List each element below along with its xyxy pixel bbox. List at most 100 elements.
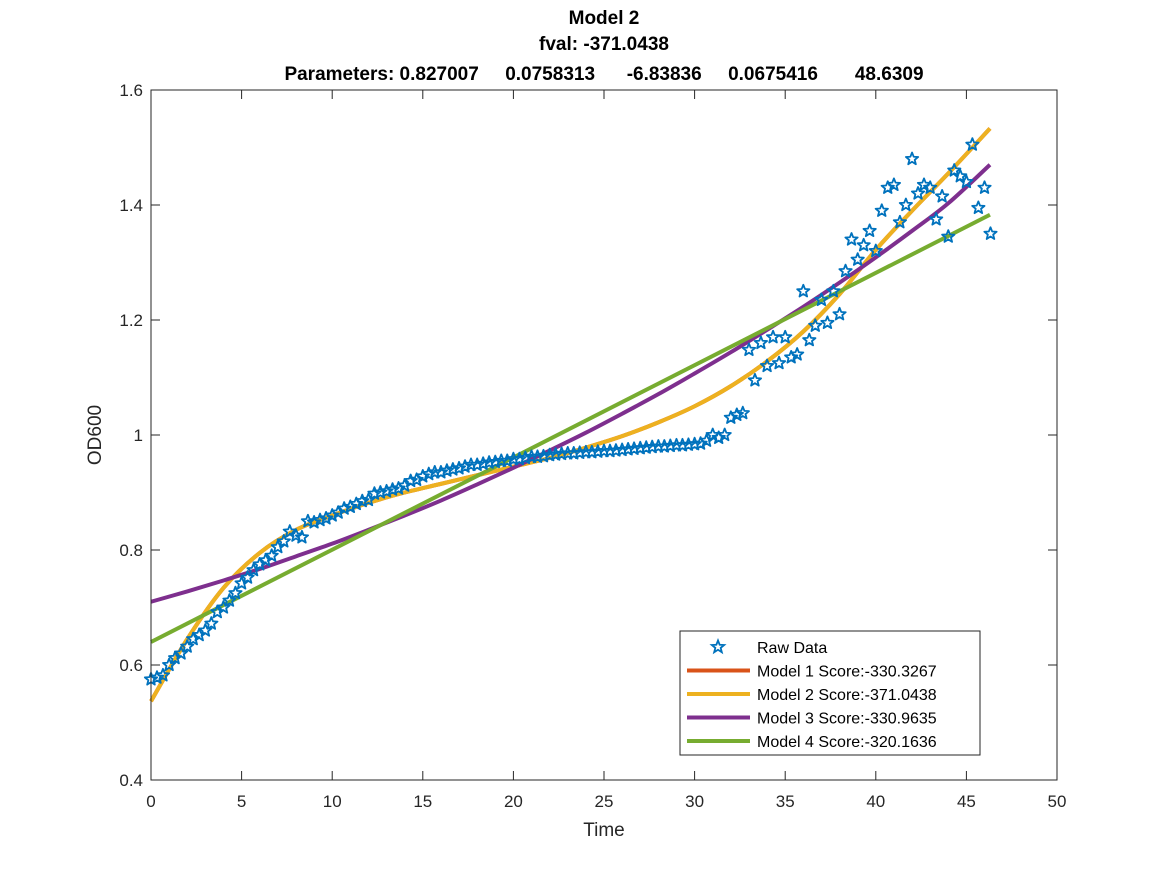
raw-data-point [252, 556, 267, 571]
raw-data-point [210, 604, 225, 619]
raw-data-point [451, 460, 467, 475]
raw-data-point [397, 478, 412, 492]
raw-data-point [904, 151, 920, 166]
raw-data-point [832, 306, 847, 321]
raw-data-point [929, 211, 944, 226]
raw-data-point [373, 485, 388, 499]
x-axis-label: Time [583, 820, 625, 841]
raw-data-point [910, 186, 926, 200]
raw-data-point [983, 226, 998, 240]
raw-data-point [186, 631, 201, 646]
raw-data-point [349, 496, 364, 511]
raw-data-point [343, 499, 358, 514]
raw-data-point [892, 214, 907, 229]
raw-data-point [868, 243, 883, 258]
raw-data-point [264, 548, 279, 562]
title-line-1: Model 2 [569, 8, 640, 29]
raw-data-point [367, 486, 382, 500]
x-tick-label: 40 [866, 792, 885, 811]
raw-data-point [415, 468, 430, 483]
x-tick-label: 20 [504, 792, 523, 811]
raw-data-point [155, 667, 171, 682]
legend-label: Raw Data [757, 640, 827, 657]
raw-data-point [216, 600, 231, 614]
raw-data-point [959, 174, 974, 189]
raw-data-point [536, 448, 551, 463]
raw-data-point [760, 358, 775, 373]
raw-data-point [149, 670, 165, 684]
raw-data-point [476, 456, 491, 470]
raw-data-point [168, 650, 183, 665]
raw-data-point [355, 493, 370, 508]
raw-data-point [337, 501, 352, 515]
legend-entry-model-2: Model 2 Score:-371.0438 [687, 687, 937, 704]
raw-data-point [826, 283, 841, 298]
raw-data-point [965, 137, 980, 151]
raw-data-point [790, 347, 805, 361]
raw-data-point [844, 232, 859, 246]
raw-data-point [294, 529, 310, 544]
legend: Raw Data Model 1 Score:-330.3267 Model 2 S… [679, 630, 981, 756]
raw-data-point [198, 623, 213, 637]
chart-title: Model 2 fval: -371.0438 Parameters: 0.82… [284, 8, 923, 85]
y-tick-label: 0.6 [119, 656, 143, 675]
raw-data-point [838, 263, 853, 278]
raw-data-point [228, 585, 243, 600]
raw-data-point [923, 180, 938, 194]
x-tick-label: 35 [776, 792, 795, 811]
raw-data-point [935, 188, 950, 203]
y-tick-label: 1.4 [119, 196, 143, 215]
x-tick-label: 30 [685, 792, 704, 811]
raw-data-point [500, 453, 515, 468]
y-axis-label: OD600 [85, 405, 106, 465]
raw-data-point [325, 508, 340, 522]
x-tick-label: 45 [957, 792, 976, 811]
raw-data-point [735, 405, 750, 420]
raw-data-point [850, 252, 865, 266]
raw-data-point [276, 533, 291, 548]
raw-data-point [953, 168, 968, 183]
raw-data-point [439, 463, 454, 477]
raw-data-point [784, 349, 799, 364]
y-tick-label: 0.8 [119, 541, 143, 560]
x-tick-label: 10 [323, 792, 342, 811]
legend-star-marker [709, 638, 727, 655]
title-line-2: fval: -371.0438 [539, 34, 669, 55]
raw-data-point [741, 342, 757, 357]
raw-data-point [753, 335, 768, 350]
raw-data-point [306, 515, 322, 529]
raw-data-point [379, 483, 394, 498]
raw-data-point [180, 639, 195, 653]
raw-data-point [385, 482, 400, 496]
y-tick-label: 1 [134, 426, 143, 445]
raw-data-point [808, 318, 823, 332]
raw-data-point [693, 436, 708, 450]
x-tick-label: 5 [237, 792, 246, 811]
raw-data-point [971, 200, 986, 215]
raw-data-point [778, 329, 793, 344]
title-line-3: Parameters: 0.827007 0.0758313 -6.83836 … [284, 64, 923, 85]
raw-data-point [403, 473, 418, 488]
model-3-line [150, 163, 992, 604]
y-tick-label: 1.2 [119, 311, 143, 330]
raw-data-point [192, 627, 207, 642]
legend-entry-raw-data: Raw Data [709, 638, 827, 657]
raw-data-point [258, 552, 273, 567]
raw-data-point [771, 355, 787, 370]
legend-label: Model 3 Score:-330.9635 [757, 711, 937, 728]
raw-data-point [331, 505, 346, 519]
x-tick-label: 0 [146, 792, 155, 811]
raw-data-point [470, 457, 485, 472]
y-tick-label: 1.6 [119, 81, 143, 100]
raw-data-point [717, 427, 732, 442]
raw-data-point [862, 223, 877, 238]
raw-data-point [391, 481, 406, 495]
raw-data-point [409, 472, 424, 487]
x-tick-label: 25 [595, 792, 614, 811]
x-tick-label: 15 [413, 792, 432, 811]
raw-data-point [457, 459, 473, 473]
raw-data-point [729, 407, 744, 422]
legend-label: Model 1 Score:-330.3267 [757, 664, 937, 681]
raw-data-point [886, 177, 901, 192]
